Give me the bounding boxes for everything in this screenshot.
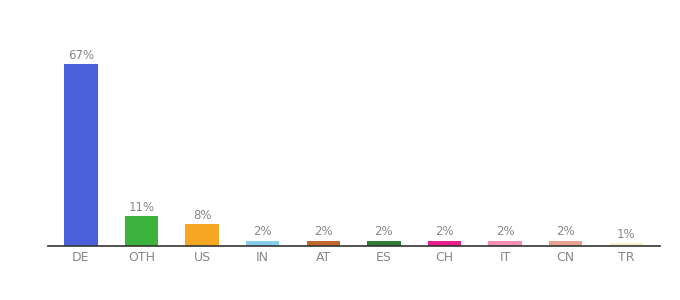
Text: 8%: 8% bbox=[193, 209, 211, 222]
Bar bbox=[549, 241, 582, 246]
Bar bbox=[125, 216, 158, 246]
Text: 2%: 2% bbox=[556, 225, 575, 239]
Bar bbox=[246, 241, 279, 246]
Bar bbox=[488, 241, 522, 246]
Bar bbox=[186, 224, 219, 246]
Bar bbox=[307, 241, 340, 246]
Text: 11%: 11% bbox=[129, 201, 154, 214]
Text: 67%: 67% bbox=[68, 49, 94, 62]
Text: 1%: 1% bbox=[617, 228, 636, 241]
Text: 2%: 2% bbox=[496, 225, 514, 239]
Text: 2%: 2% bbox=[254, 225, 272, 239]
Bar bbox=[367, 241, 401, 246]
Text: 2%: 2% bbox=[435, 225, 454, 239]
Bar bbox=[428, 241, 461, 246]
Bar bbox=[609, 243, 643, 246]
Text: 2%: 2% bbox=[375, 225, 393, 239]
Bar bbox=[65, 64, 98, 246]
Text: 2%: 2% bbox=[314, 225, 333, 239]
